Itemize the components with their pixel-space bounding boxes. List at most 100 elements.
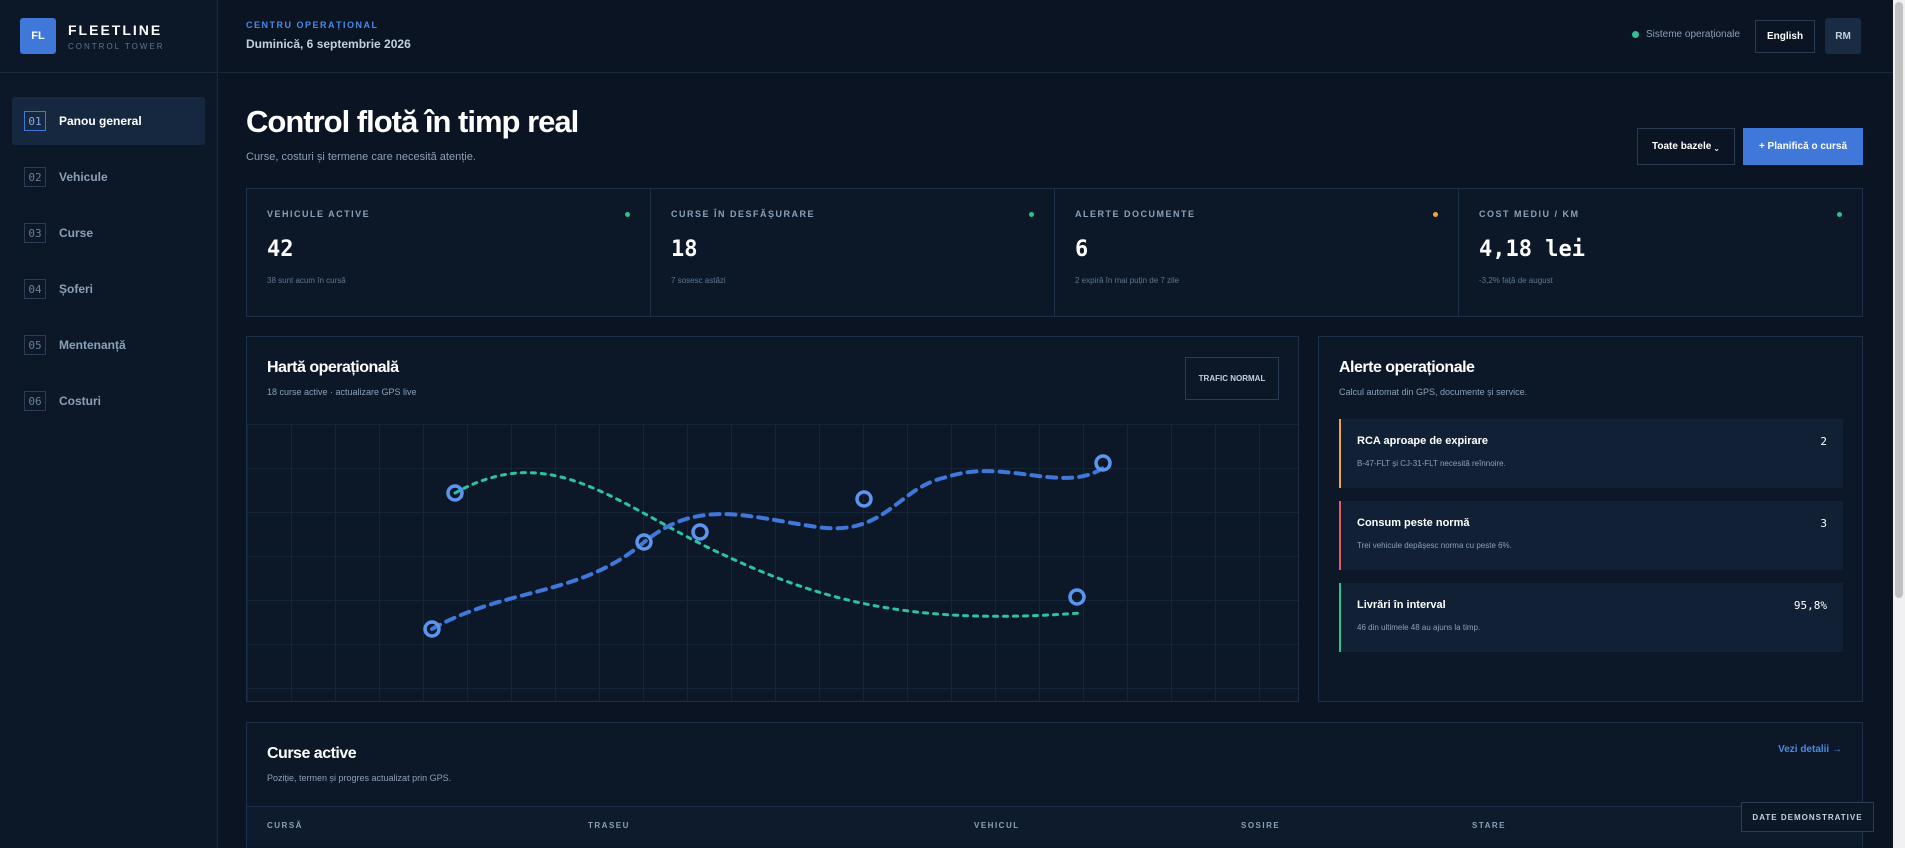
current-date: Duminică, 6 septembrie 2026 (246, 37, 411, 51)
language-button[interactable]: English (1755, 20, 1815, 53)
alert-title: Livrări în interval (1357, 599, 1446, 611)
vehicle-marker[interactable] (635, 533, 653, 551)
alerts-subtitle: Calcul automat din GPS, documente și ser… (1339, 387, 1528, 397)
sidebar-item-panou-general[interactable]: 01 Panou general (12, 97, 205, 145)
column-header-stare[interactable]: STARE (1472, 821, 1507, 830)
bases-select[interactable]: Toate bazele ⌄ (1637, 128, 1735, 165)
sidebar-item-mentenanta[interactable]: 05 Mentenanță (12, 321, 205, 369)
sidebar-item-number: 03 (24, 223, 46, 243)
kpi-value: 6 (1075, 237, 1089, 262)
alert-description: 46 din ultimele 48 au ajuns la timp. (1357, 623, 1481, 632)
brand-name: FLEETLINE (68, 21, 163, 38)
status-dot-icon (1837, 212, 1842, 217)
vehicle-marker[interactable] (446, 484, 464, 502)
alert-description: B-47-FLT și CJ-31-FLT necesită reînnoire… (1357, 459, 1506, 468)
page-title: Control flotă în timp real (246, 104, 579, 139)
status-dot-icon (1029, 212, 1034, 217)
sidebar-item-vehicule[interactable]: 02 Vehicule (12, 153, 205, 201)
alerts-panel: Alerte operaționale Calcul automat din G… (1318, 336, 1863, 702)
traffic-badge: TRAFIC NORMAL (1185, 357, 1279, 400)
map-grid (247, 424, 1298, 701)
kpi-label: COST MEDIU / KM (1479, 209, 1580, 219)
main-content: Control flotă în timp real Curse, costur… (219, 74, 1893, 848)
demo-data-badge: DATE DEMONSTRATIVE (1741, 802, 1874, 832)
page-subtitle: Curse, costuri și termene care necesită … (246, 151, 476, 163)
alert-count: 3 (1820, 517, 1827, 530)
kpi-value: 18 (671, 237, 698, 262)
sidebar-item-label: Panou general (59, 114, 142, 128)
vehicle-marker[interactable] (691, 523, 709, 541)
route-line-teal (453, 471, 1082, 618)
vehicle-marker[interactable] (855, 490, 873, 508)
page-scrollbar[interactable] (1893, 0, 1905, 848)
system-status-label: Sisteme operaționale (1646, 29, 1740, 40)
sidebar-item-label: Șoferi (59, 282, 94, 296)
alert-count: 95,8% (1793, 599, 1827, 612)
alert-item-consum[interactable]: Consum peste normă Trei vehicule depășes… (1339, 501, 1843, 570)
avatar[interactable]: RM (1825, 18, 1861, 54)
kpi-strip: VEHICULE ACTIVE 42 38 sunt acum în cursă… (246, 188, 1863, 317)
kpi-label: VEHICULE ACTIVE (267, 209, 371, 219)
kpi-note: 2 expiră în mai puțin de 7 zile (1075, 276, 1180, 285)
kpi-card-alerte-documente: ALERTE DOCUMENTE 6 2 expiră în mai puțin… (1055, 189, 1459, 316)
bases-select-label: Toate bazele (1652, 141, 1712, 152)
vehicle-marker[interactable] (423, 620, 441, 638)
column-header-vehicul[interactable]: VEHICUL (974, 821, 1020, 830)
route-line-blue (430, 463, 1109, 631)
trips-subtitle: Poziție, termen și progres actualizat pr… (267, 773, 452, 783)
brand-subtitle: CONTROL TOWER (68, 41, 165, 51)
sidebar-item-costuri[interactable]: 06 Costuri (12, 377, 205, 425)
sidebar-item-number: 05 (24, 335, 46, 355)
brand: FL FLEETLINE CONTROL TOWER (0, 0, 217, 73)
sidebar-item-label: Mentenanță (59, 338, 126, 352)
system-status: Sisteme operaționale (1632, 29, 1740, 40)
alert-title: Consum peste normă (1357, 517, 1470, 529)
trips-title: Curse active (267, 745, 357, 762)
kpi-note: -3,2% față de august (1479, 276, 1553, 285)
sidebar-item-number: 02 (24, 167, 46, 187)
trips-table-header: CURSĂ TRASEU VEHICUL SOSIRE STARE (247, 806, 1862, 846)
kpi-value: 42 (267, 237, 294, 262)
plan-trip-button[interactable]: + Planifică o cursă (1743, 128, 1863, 165)
kpi-note: 7 sosesc astăzi (671, 276, 726, 285)
alert-item-rca[interactable]: RCA aproape de expirare B-47-FLT și CJ-3… (1339, 419, 1843, 488)
view-details-link[interactable]: Vezi detalii → (1778, 744, 1842, 755)
kpi-label: CURSE ÎN DESFĂȘURARE (671, 209, 816, 219)
map-routes (423, 454, 1112, 638)
sidebar-item-number: 06 (24, 391, 46, 411)
sidebar-item-number: 01 (24, 111, 46, 131)
chevron-down-icon: ⌄ (1713, 144, 1720, 153)
sidebar-item-soferi[interactable]: 04 Șoferi (12, 265, 205, 313)
kpi-card-curse-in-desfasurare: CURSE ÎN DESFĂȘURARE 18 7 sosesc astăzi (651, 189, 1055, 316)
column-header-traseu[interactable]: TRASEU (588, 821, 630, 830)
alert-count: 2 (1820, 435, 1827, 448)
sidebar-item-label: Curse (59, 226, 94, 240)
brand-logo[interactable]: FL (20, 18, 56, 54)
sidebar-item-curse[interactable]: 03 Curse (12, 209, 205, 257)
sidebar-item-label: Costuri (59, 394, 101, 408)
kpi-label: ALERTE DOCUMENTE (1075, 209, 1196, 219)
status-dot-icon (625, 212, 630, 217)
vehicle-marker[interactable] (1094, 454, 1112, 472)
map-subtitle: 18 curse active · actualizare GPS live (267, 387, 417, 397)
alert-title: RCA aproape de expirare (1357, 435, 1489, 447)
sidebar-item-label: Vehicule (59, 170, 108, 184)
operational-map: Hartă operațională 18 curse active · act… (246, 336, 1299, 702)
status-dot-icon (1632, 31, 1639, 38)
kpi-value: 4,18 lei (1479, 237, 1585, 262)
column-header-sosire[interactable]: SOSIRE (1241, 821, 1281, 830)
alert-item-livrari[interactable]: Livrări în interval 46 din ultimele 48 a… (1339, 583, 1843, 652)
kpi-note: 38 sunt acum în cursă (267, 276, 346, 285)
sidebar: FL FLEETLINE CONTROL TOWER 01 Panou gene… (0, 0, 218, 848)
map-title: Hartă operațională (267, 359, 399, 376)
kpi-card-cost-mediu: COST MEDIU / KM 4,18 lei -3,2% față de a… (1459, 189, 1862, 316)
vehicle-marker[interactable] (1068, 588, 1086, 606)
status-dot-icon (1433, 212, 1438, 217)
topbar: CENTRU OPERAȚIONAL Duminică, 6 septembri… (219, 0, 1893, 73)
alerts-title: Alerte operaționale (1339, 359, 1475, 376)
kpi-card-vehicule-active: VEHICULE ACTIVE 42 38 sunt acum în cursă (247, 189, 651, 316)
scrollbar-thumb[interactable] (1895, 2, 1903, 598)
column-header-cursa[interactable]: CURSĂ (267, 821, 303, 830)
topbar-eyebrow: CENTRU OPERAȚIONAL (246, 20, 379, 30)
